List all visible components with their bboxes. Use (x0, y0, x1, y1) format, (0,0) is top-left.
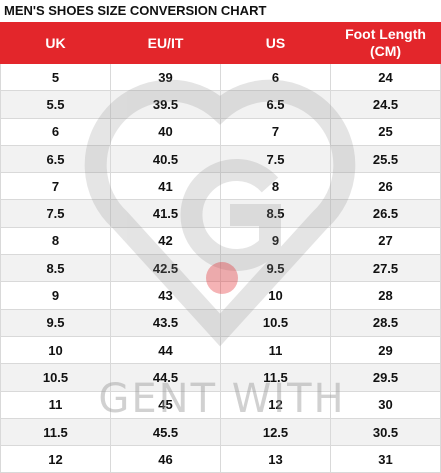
table-cell: 25 (330, 117, 441, 146)
table-cell: 30.5 (330, 417, 441, 447)
table-cell: 8.5 (220, 199, 331, 228)
column-header: EU/IT (110, 22, 221, 64)
table-cell: 44 (110, 335, 221, 365)
table-cell: 11.5 (0, 417, 111, 447)
table-cell: 42 (110, 226, 221, 256)
table-cell: 9.5 (0, 308, 111, 337)
table-cell: 9.5 (220, 254, 331, 283)
table-cell: 43.5 (110, 308, 221, 337)
table-row: 10 44 11 29 (0, 335, 441, 365)
table-cell: 10.5 (0, 363, 111, 392)
table-cell: 6 (220, 62, 331, 92)
table-row: 12 46 13 31 (0, 445, 441, 473)
table-cell: 7 (220, 117, 331, 146)
table-cell: 24 (330, 62, 441, 92)
table-row: 7 41 8 26 (0, 172, 441, 201)
table-row: 11 45 12 30 (0, 390, 441, 419)
table-cell: 9 (0, 281, 111, 310)
table-row: 8.5 42.5 9.5 27.5 (0, 254, 441, 283)
table-cell: 41.5 (110, 199, 221, 228)
table-cell: 9 (220, 226, 331, 256)
table-cell: 6 (0, 117, 111, 146)
table-cell: 29 (330, 335, 441, 365)
column-header: UK (0, 22, 111, 64)
table-cell: 28.5 (330, 308, 441, 337)
table-cell: 11 (0, 390, 111, 419)
table-cell: 12 (0, 445, 111, 473)
table-row: 9 43 10 28 (0, 281, 441, 310)
table-row: 11.5 45.5 12.5 30.5 (0, 417, 441, 447)
table-cell: 6.5 (220, 90, 331, 119)
table-cell: 41 (110, 172, 221, 201)
table-row: 8 42 9 27 (0, 226, 441, 256)
table-cell: 27 (330, 226, 441, 256)
column-header: US (220, 22, 331, 64)
table-cell: 26 (330, 172, 441, 201)
table-row: 5.5 39.5 6.5 24.5 (0, 90, 441, 119)
table-cell: 10 (0, 335, 111, 365)
header-row: UK EU/IT US Foot Length (CM) (0, 22, 441, 64)
table-cell: 13 (220, 445, 331, 473)
table-cell: 39.5 (110, 90, 221, 119)
table-cell: 8 (220, 172, 331, 201)
table-cell: 27.5 (330, 254, 441, 283)
table-cell: 44.5 (110, 363, 221, 392)
table-cell: 11 (220, 335, 331, 365)
table-row: 6.5 40.5 7.5 25.5 (0, 144, 441, 174)
table-cell: 45.5 (110, 417, 221, 447)
table-cell: 7.5 (0, 199, 111, 228)
table-cell: 29.5 (330, 363, 441, 392)
table-cell: 30 (330, 390, 441, 419)
table-cell: 40.5 (110, 144, 221, 174)
table-cell: 39 (110, 62, 221, 92)
table-cell: 12.5 (220, 417, 331, 447)
table-cell: 26.5 (330, 199, 441, 228)
table-cell: 10.5 (220, 308, 331, 337)
table-row: 5 39 6 24 (0, 62, 441, 92)
table-cell: 24.5 (330, 90, 441, 119)
table-cell: 46 (110, 445, 221, 473)
table-cell: 25.5 (330, 144, 441, 174)
table-cell: 8.5 (0, 254, 111, 283)
table-cell: 31 (330, 445, 441, 473)
table-cell: 6.5 (0, 144, 111, 174)
table-cell: 42.5 (110, 254, 221, 283)
table-row: 9.5 43.5 10.5 28.5 (0, 308, 441, 337)
size-table: UK EU/IT US Foot Length (CM) 5 39 6 24 5.5 39.5 6… (0, 22, 441, 473)
table-cell: 43 (110, 281, 221, 310)
table-cell: 28 (330, 281, 441, 310)
table-cell: 5 (0, 62, 111, 92)
table-cell: 5.5 (0, 90, 111, 119)
table-row: 7.5 41.5 8.5 26.5 (0, 199, 441, 228)
chart-title: MEN'S SHOES SIZE CONVERSION CHART (4, 3, 267, 18)
table-body: 5 39 6 24 5.5 39.5 6.5 24.5 6 40 7 25 6.5 40.5 7.5 25.5… (0, 62, 441, 473)
table-cell: 7.5 (220, 144, 331, 174)
table-cell: 7 (0, 172, 111, 201)
table-cell: 10 (220, 281, 331, 310)
table-cell: 40 (110, 117, 221, 146)
table-row: 10.5 44.5 11.5 29.5 (0, 363, 441, 392)
table-cell: 12 (220, 390, 331, 419)
table-cell: 11.5 (220, 363, 331, 392)
table-cell: 8 (0, 226, 111, 256)
table-row: 6 40 7 25 (0, 117, 441, 146)
column-header: Foot Length (CM) (330, 22, 441, 64)
table-cell: 45 (110, 390, 221, 419)
